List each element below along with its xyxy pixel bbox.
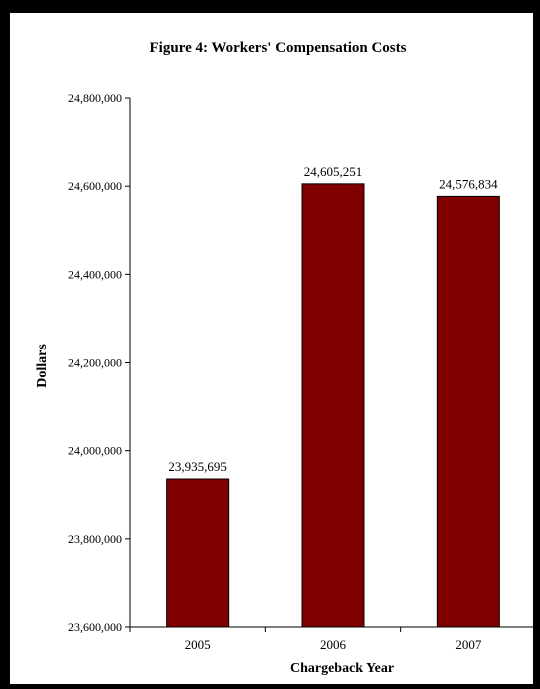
x-tick-label: 2007 bbox=[455, 637, 482, 652]
bar-2007 bbox=[436, 195, 500, 628]
bar-2005 bbox=[166, 478, 230, 628]
y-axis-ticks: 23,600,000 23,800,000 24,000,000 24,200,000… bbox=[68, 91, 130, 634]
y-tick-label: 24,200,000 bbox=[68, 356, 122, 370]
x-tick-label: 2006 bbox=[320, 637, 347, 652]
y-tick-label: 24,400,000 bbox=[68, 267, 122, 281]
bar-value-label: 24,605,251 bbox=[304, 164, 363, 179]
x-axis-ticks: 2005 2006 2007 bbox=[129, 627, 537, 652]
y-axis-label: Dollars bbox=[35, 344, 50, 388]
x-tick-label: 2005 bbox=[185, 637, 211, 652]
bar-value-label: 24,576,834 bbox=[439, 176, 498, 191]
y-tick-label: 23,800,000 bbox=[68, 532, 122, 546]
bar-value-label: 23,935,695 bbox=[168, 459, 227, 474]
bar-2006 bbox=[301, 183, 365, 628]
y-tick-label: 23,600,000 bbox=[68, 620, 122, 634]
y-tick-label: 24,600,000 bbox=[68, 179, 122, 193]
x-axis-label: Chargeback Year bbox=[290, 661, 394, 676]
y-tick-label: 24,000,000 bbox=[68, 444, 122, 458]
chart-title: Figure 4: Workers' Compensation Costs bbox=[150, 40, 407, 56]
y-tick-label: 24,800,000 bbox=[68, 91, 122, 105]
bars-group: 23,935,695 24,605,251 24,576,834 bbox=[166, 164, 500, 628]
